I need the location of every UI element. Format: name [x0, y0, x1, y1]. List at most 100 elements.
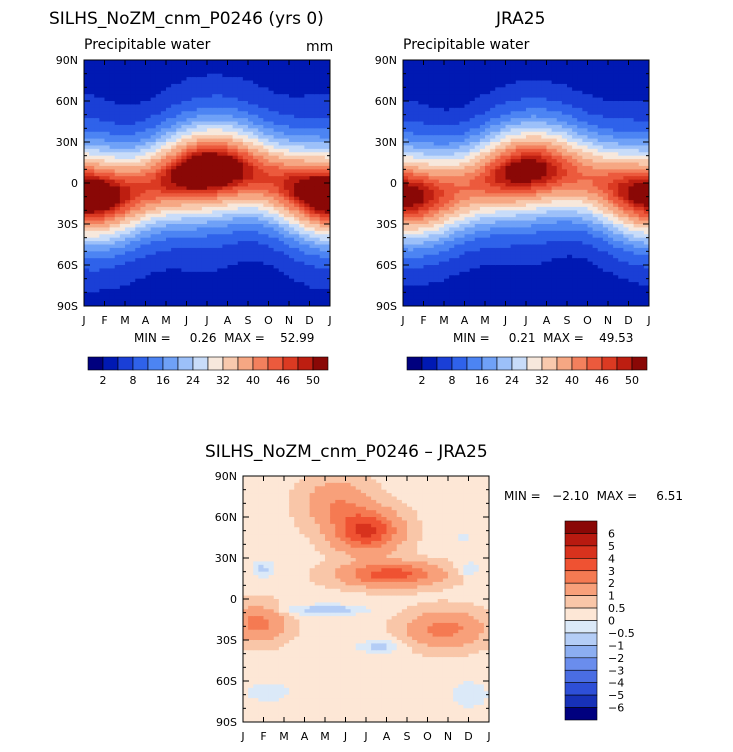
field-cell	[119, 179, 126, 184]
field-cell	[89, 302, 95, 306]
field-cell	[283, 118, 290, 123]
field-cell	[273, 172, 280, 177]
field-cell	[145, 155, 152, 160]
field-cell	[314, 206, 321, 211]
field-cell	[237, 237, 244, 242]
field-cell	[304, 230, 311, 235]
field-cell	[166, 196, 172, 201]
field-cell	[263, 87, 270, 92]
field-cell	[119, 275, 126, 280]
field-cell	[474, 183, 481, 188]
field-cell	[114, 66, 121, 71]
field-cell	[145, 299, 152, 304]
field-cell	[413, 217, 419, 222]
field-cell	[232, 213, 239, 218]
field-cell	[464, 230, 471, 235]
field-cell	[109, 104, 116, 109]
field-cell	[314, 135, 321, 140]
field-cell	[324, 285, 330, 290]
field-cell	[171, 237, 177, 242]
field-cell	[423, 87, 430, 92]
field-cell	[304, 70, 311, 75]
field-cell	[423, 124, 430, 129]
field-cell	[418, 241, 425, 246]
field-cell	[99, 288, 106, 293]
field-cell	[278, 121, 285, 126]
field-cell	[459, 176, 466, 181]
field-cell	[479, 63, 486, 68]
field-cell	[438, 121, 445, 126]
field-cell	[324, 288, 330, 293]
field-cell	[155, 94, 162, 99]
field-cell	[130, 87, 136, 92]
field-cell	[479, 295, 486, 300]
field-cell	[232, 60, 239, 65]
field-cell	[324, 142, 330, 147]
field-cell	[454, 183, 460, 188]
field-cell	[268, 230, 275, 235]
field-cell	[248, 230, 254, 235]
field-cell	[459, 121, 466, 126]
field-cell	[242, 159, 249, 164]
field-cell	[150, 142, 157, 147]
field-cell	[428, 295, 435, 300]
field-cell	[444, 230, 450, 235]
field-cell	[474, 142, 481, 147]
field-cell	[119, 101, 126, 106]
field-cell	[418, 80, 425, 85]
field-cell	[444, 169, 450, 174]
field-cell	[278, 183, 285, 188]
field-cell	[196, 66, 203, 71]
field-cell	[314, 179, 321, 184]
field-cell	[140, 142, 147, 147]
field-cell	[104, 278, 111, 283]
field-cell	[500, 155, 507, 160]
field-cell	[428, 94, 435, 99]
field-cell	[135, 292, 141, 297]
field-cell	[413, 114, 419, 119]
field-cell	[155, 227, 162, 232]
field-cell	[294, 247, 300, 252]
field-cell	[99, 162, 106, 167]
field-cell	[324, 152, 330, 157]
field-cell	[469, 60, 476, 65]
field-cell	[258, 220, 264, 225]
field-cell	[119, 145, 126, 150]
field-cell	[408, 224, 414, 229]
field-cell	[166, 152, 172, 157]
field-cell	[268, 285, 275, 290]
field-cell	[135, 183, 141, 188]
field-cell	[469, 203, 476, 208]
field-cell	[171, 162, 177, 167]
field-cell	[253, 295, 259, 300]
field-cell	[160, 138, 167, 143]
field-cell	[433, 220, 440, 225]
field-cell	[104, 104, 111, 109]
field-cell	[166, 203, 172, 208]
field-cell	[299, 299, 305, 304]
field-cell	[145, 145, 152, 150]
field-cell	[304, 97, 311, 102]
field-cell	[155, 114, 162, 119]
field-cell	[299, 241, 305, 246]
field-cell	[258, 155, 264, 160]
field-cell	[125, 159, 131, 164]
field-cell	[403, 302, 409, 306]
field-cell	[485, 131, 491, 136]
field-cell	[222, 101, 229, 106]
field-cell	[248, 114, 254, 119]
field-cell	[114, 193, 121, 198]
field-cell	[201, 162, 208, 167]
field-cell	[433, 265, 440, 270]
field-cell	[433, 282, 440, 287]
field-cell	[248, 261, 254, 266]
field-cell	[490, 292, 496, 297]
field-cell	[201, 186, 208, 191]
field-cell	[469, 186, 476, 191]
field-cell	[94, 213, 100, 218]
field-cell	[155, 278, 162, 283]
field-cell	[324, 66, 330, 71]
field-cell	[459, 278, 466, 283]
field-cell	[84, 60, 90, 65]
field-cell	[186, 60, 193, 65]
